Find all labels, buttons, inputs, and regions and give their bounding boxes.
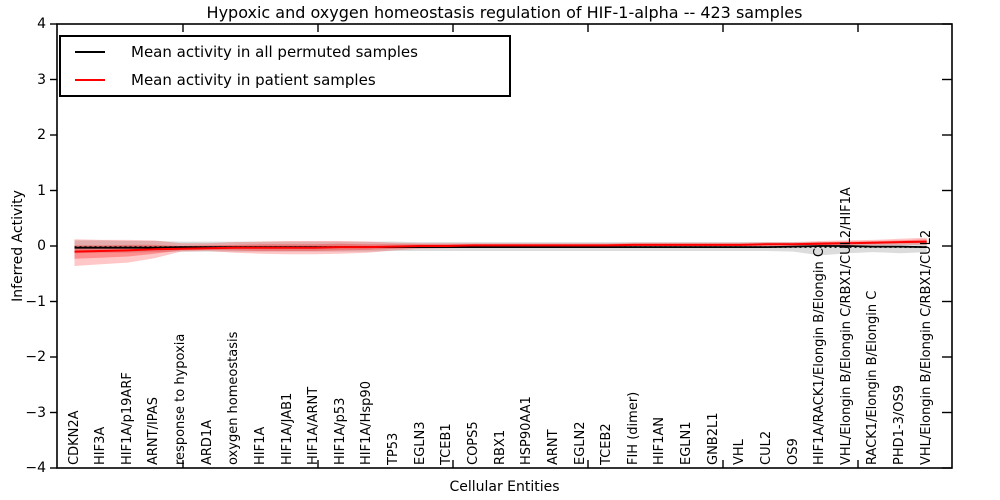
x-tick-label: TCEB2: [599, 423, 615, 465]
x-tick-label: HSP90AA1: [519, 396, 535, 465]
y-tick-label: −2: [25, 349, 46, 365]
x-tick-label: response to hypoxia: [173, 333, 188, 465]
x-tick-label: EGLN2: [572, 421, 588, 465]
y-tick-label: 1: [37, 182, 46, 199]
x-tick-label: GNB2L1: [705, 412, 721, 465]
y-tick-label: 3: [37, 71, 46, 88]
x-tick-label: VHL/Elongin B/Elongin C/RBX1/CUL2/HIF1A: [838, 187, 854, 465]
x-tick-label: ARNT/IPAS: [146, 397, 162, 465]
legend-label: Mean activity in all permuted samples: [131, 43, 418, 61]
series-line: [74, 240, 927, 253]
chart-title: Hypoxic and oxygen homeostasis regulatio…: [206, 3, 803, 22]
x-tick-label: TP53: [386, 432, 402, 465]
x-tick-label: TCEB1: [439, 423, 455, 465]
x-tick-label: ARNT: [545, 429, 561, 465]
x-tick-label: ARD1A: [199, 419, 215, 465]
x-tick-label: VHL: [732, 439, 748, 465]
legend: Mean activity in all permuted samples Me…: [59, 35, 511, 97]
x-tick-label: HIF1AN: [652, 417, 668, 465]
x-tick-label: HIF1A/p53: [332, 397, 348, 465]
y-tick-label: 2: [37, 127, 46, 143]
x-tick-label: EGLN1: [679, 421, 694, 465]
x-tick-label: CUL2: [758, 430, 774, 465]
x-tick-label: HIF1A/RACK1/Elongin B/Elongin C: [812, 248, 828, 465]
x-tick-label: COPS5: [465, 421, 481, 465]
y-tick-label: −1: [25, 293, 46, 310]
x-tick-label: HIF1A: [252, 426, 268, 465]
x-tick-label: RBX1: [492, 429, 508, 465]
x-tick-label: HIF1A/JAB1: [279, 392, 295, 465]
x-tick-label: VHL/Elongin B/Elongin C/RBX1/CUL2: [918, 229, 934, 465]
black-line-sample-icon: [75, 51, 105, 53]
x-tick-label: HIF1A/ARNT: [306, 386, 322, 465]
y-tick-label: −3: [25, 404, 46, 421]
x-tick-label: CDKN2A: [66, 410, 82, 465]
legend-label: Mean activity in patient samples: [131, 71, 376, 89]
x-tick-label: OS9: [785, 438, 801, 465]
x-tick-label: HIF1A/p19ARF: [119, 372, 135, 465]
y-tick-label: 4: [37, 16, 46, 32]
x-tick-label: oxygen homeostasis: [226, 331, 242, 465]
y-tick-label: −4: [25, 460, 46, 476]
x-tick-label: HIF3A: [93, 426, 109, 465]
red-line-sample-icon: [75, 79, 105, 81]
x-tick-label: HIF1A/Hsp90: [359, 381, 375, 465]
y-tick-label: 0: [37, 238, 46, 254]
x-tick-label: EGLN3: [412, 421, 428, 465]
x-tick-label: RACK1/Elongin B/Elongin C: [865, 290, 881, 465]
x-tick-label: PHD1-3/OS9: [892, 385, 907, 465]
x-axis-label: Cellular Entities: [449, 479, 560, 495]
legend-item-patient: Mean activity in patient samples: [61, 69, 509, 91]
x-tick-label: FIH (dimer): [625, 391, 641, 465]
legend-item-permuted: Mean activity in all permuted samples: [61, 41, 509, 63]
